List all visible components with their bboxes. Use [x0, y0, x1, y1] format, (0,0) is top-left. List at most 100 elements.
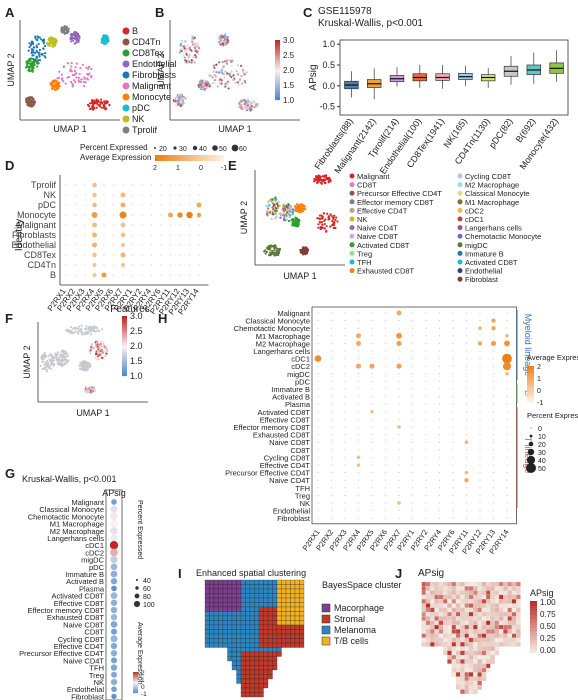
- colorbar-step: [161, 155, 165, 161]
- legend-swatch: [457, 216, 463, 222]
- dot-h-empty: [344, 312, 346, 314]
- umap-point: [86, 365, 89, 368]
- umap-point: [318, 217, 321, 220]
- umap-point: [47, 38, 51, 42]
- umap-point: [96, 343, 99, 346]
- umap-point: [265, 246, 269, 250]
- spatial-spot: [503, 581, 508, 587]
- colorbar-step: [527, 378, 534, 380]
- dot-h-empty: [317, 510, 319, 512]
- spatial-spot: [227, 588, 233, 594]
- spatial-spot: [511, 611, 517, 617]
- spatial-spot: [490, 637, 495, 643]
- spatial-spot: [245, 584, 251, 590]
- spatial-spot: [430, 599, 435, 604]
- spatial-spot: [451, 590, 457, 595]
- spatial-spot: [290, 620, 296, 626]
- dot-g-mark: [111, 628, 117, 635]
- dot-d-row-label: CD8Tex: [24, 250, 57, 260]
- colorbar-step: [527, 399, 534, 401]
- dot-h-empty: [492, 472, 495, 474]
- dot-h-mark: [502, 362, 512, 371]
- umap-point: [331, 219, 334, 223]
- umap-point: [92, 101, 95, 105]
- colorbar-step: [530, 602, 537, 604]
- umap-point: [26, 62, 29, 66]
- dot-h-empty: [384, 350, 387, 352]
- umap-b-colorbar: 3.02.52.01.51.0: [275, 36, 295, 105]
- dot-h-empty: [452, 502, 454, 504]
- spatial-spot: [299, 615, 305, 621]
- umap-point: [43, 44, 47, 48]
- spatial-spot: [443, 642, 448, 647]
- umap-point: [65, 362, 68, 365]
- dot-h-empty: [438, 327, 441, 329]
- colorbar-step: [122, 338, 127, 341]
- dot-d-empty: [160, 224, 162, 226]
- umap-point: [282, 215, 286, 218]
- spatial-spot: [231, 597, 237, 603]
- spatial-spot: [455, 611, 461, 617]
- umap-point: [242, 107, 245, 110]
- dot-h-empty: [506, 434, 508, 436]
- spatial-spot: [425, 594, 431, 600]
- dot-h-empty: [344, 434, 346, 436]
- spatial-spot: [258, 683, 264, 689]
- colorbar-step: [122, 334, 127, 336]
- dot-g-row-label: migDC: [81, 556, 105, 565]
- umap-point: [43, 363, 46, 366]
- legend-swatch: [349, 207, 355, 213]
- spatial-spot: [481, 616, 487, 621]
- spatial-spot: [267, 593, 273, 599]
- spatial-spot: [249, 642, 255, 648]
- spatial-spot: [236, 624, 242, 630]
- spatial-spot: [464, 586, 470, 591]
- spatial-spot: [477, 676, 482, 681]
- box-ylabel: APsig: [308, 64, 319, 90]
- spatial-spot: [227, 597, 233, 603]
- dot-h-empty: [479, 365, 481, 367]
- dot-h-empty: [371, 502, 373, 504]
- dot-h-empty: [317, 396, 319, 398]
- dot-h-empty: [398, 396, 400, 398]
- dot-d-color-title: Average Expression: [80, 153, 151, 162]
- spatial-spot: [254, 660, 260, 666]
- umap-point: [241, 68, 245, 72]
- umap-point: [65, 359, 68, 362]
- dot-d-empty: [150, 264, 153, 266]
- umap-point: [60, 354, 63, 358]
- spatial-spot: [451, 586, 457, 591]
- dot-d-empty: [160, 214, 162, 216]
- dot-h-frame: [311, 306, 517, 525]
- colorbar-step: [275, 88, 280, 90]
- spatial-spot: [281, 629, 287, 635]
- umap-point: [63, 355, 66, 359]
- dot-g-row-label: Langerhans cells: [47, 534, 104, 543]
- umap-point: [265, 205, 268, 208]
- spatial-spot: [258, 660, 264, 666]
- dot-g-mark: [111, 671, 117, 678]
- umap-point: [292, 218, 295, 221]
- spatial-spot: [494, 646, 500, 651]
- spatial-spot: [294, 633, 300, 639]
- dot-d-empty: [112, 204, 115, 206]
- spatial-spot: [477, 654, 482, 660]
- dot-d-empty: [131, 184, 134, 186]
- spatial-spot: [468, 616, 474, 621]
- dot-h-empty: [330, 487, 333, 489]
- colorbar-step: [275, 47, 280, 50]
- spatial-spot: [451, 616, 457, 621]
- colorbar-step: [175, 155, 179, 161]
- spatial-spot: [236, 615, 242, 621]
- colorbar-step: [173, 155, 176, 161]
- dot-h-empty: [438, 441, 441, 443]
- spatial-spot: [281, 584, 287, 590]
- colorbar-step: [275, 43, 280, 45]
- panel-letter-g: G: [5, 466, 15, 481]
- spatial-spot: [511, 616, 517, 621]
- spatial-spot: [245, 633, 251, 639]
- spatial-spot: [249, 579, 255, 585]
- spatial-spot: [263, 615, 269, 621]
- colorbar-step: [133, 676, 138, 678]
